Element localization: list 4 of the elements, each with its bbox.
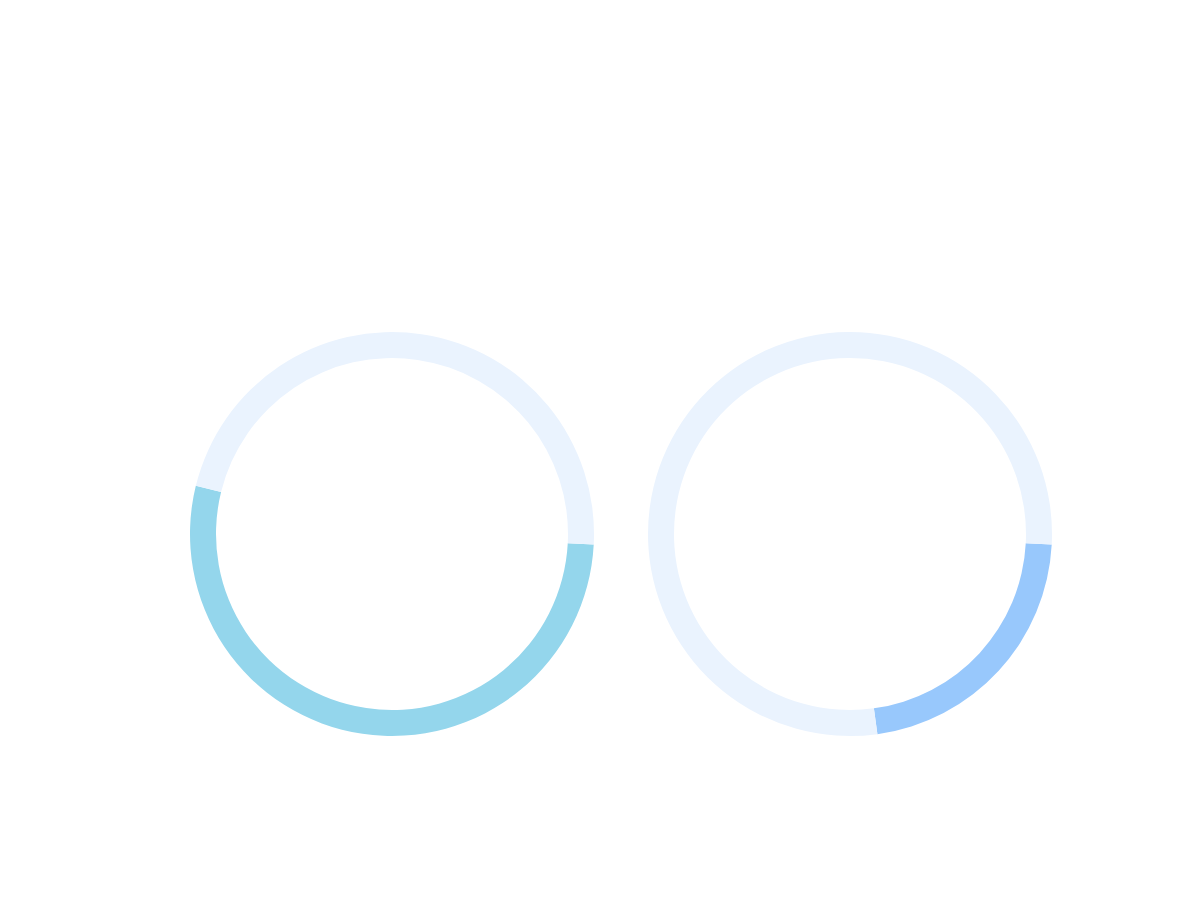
donut-slice <box>648 332 1052 736</box>
donut-slice <box>190 485 594 736</box>
donut-slice <box>873 543 1052 735</box>
donut-slice <box>195 332 594 545</box>
